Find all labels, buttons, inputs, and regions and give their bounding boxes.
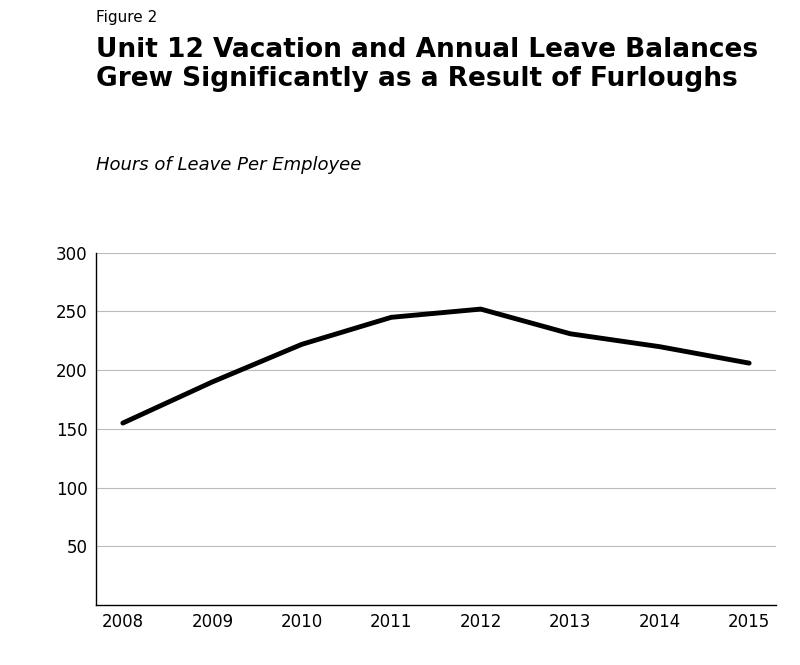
Text: Figure 2: Figure 2 [96,10,158,25]
Text: Hours of Leave Per Employee: Hours of Leave Per Employee [96,156,362,174]
Text: Unit 12 Vacation and Annual Leave Balances
Grew Significantly as a Result of Fur: Unit 12 Vacation and Annual Leave Balanc… [96,37,758,92]
